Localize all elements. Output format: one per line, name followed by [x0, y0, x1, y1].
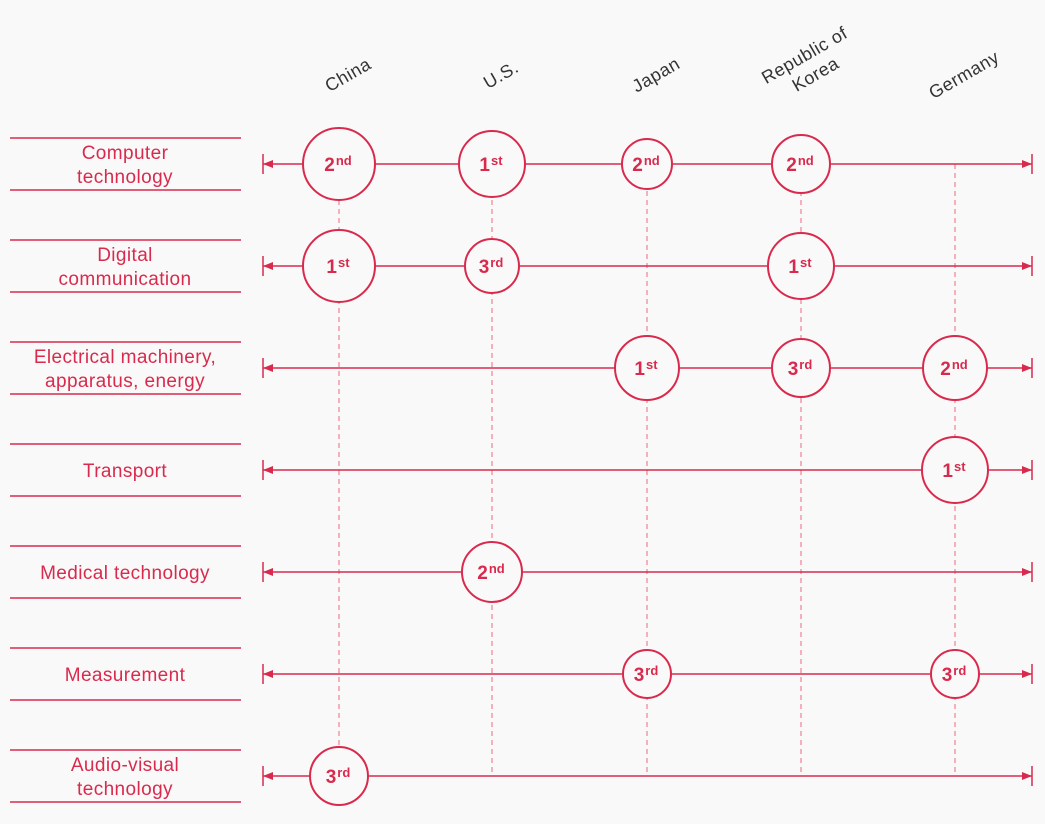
column-header: Germany [925, 47, 1002, 103]
row-label: Audio-visual [71, 755, 179, 776]
rank-suffix: rd [337, 765, 350, 780]
row-label: communication [59, 269, 192, 290]
row-label: Transport [83, 461, 168, 482]
rank-suffix: nd [644, 153, 660, 168]
rank-number: 1 [942, 461, 953, 482]
rank-circle [622, 649, 672, 699]
arrow-head [1022, 772, 1032, 780]
row-label: apparatus, energy [45, 371, 205, 392]
rank-circle [930, 649, 980, 699]
rank-circle [614, 335, 680, 401]
rank-label: 3rd [788, 357, 813, 380]
rank-circle [309, 746, 369, 806]
arrow-head [263, 466, 273, 474]
rank-label: 1st [326, 255, 350, 278]
rank-label: 2nd [940, 357, 968, 380]
rank-number: 2 [477, 563, 488, 584]
rank-circle [767, 232, 835, 300]
rank-circle [621, 138, 673, 190]
column-header: Japan [629, 53, 684, 96]
row-label: Electrical machinery, [34, 347, 216, 368]
row-label: technology [77, 167, 173, 188]
row-label: Medical technology [40, 563, 210, 584]
rank-suffix: st [800, 255, 812, 270]
rank-circle [921, 436, 989, 504]
rank-number: 3 [942, 665, 953, 686]
rank-number: 1 [788, 257, 799, 278]
rank-suffix: st [338, 255, 350, 270]
arrow-head [1022, 262, 1032, 270]
rank-label: 1st [788, 255, 812, 278]
column-header-text: Japan [629, 53, 684, 96]
rank-suffix: st [646, 357, 658, 372]
rank-label: 2nd [632, 153, 660, 176]
row-label: Digital [97, 245, 153, 266]
rank-number: 3 [326, 767, 337, 788]
arrow-head [263, 772, 273, 780]
rank-circle [461, 541, 523, 603]
rank-label: 2nd [477, 561, 505, 584]
rank-suffix: rd [799, 357, 812, 372]
column-header-text: China [322, 54, 375, 96]
rank-circle [458, 130, 526, 198]
arrow-head [1022, 568, 1032, 576]
rank-label: 2nd [324, 153, 352, 176]
rank-suffix: rd [953, 663, 966, 678]
rank-suffix: nd [798, 153, 814, 168]
rank-label: 3rd [479, 255, 504, 278]
column-header: China [322, 54, 375, 96]
column-header: U.S. [480, 57, 522, 93]
rank-number: 1 [634, 359, 645, 380]
rank-number: 2 [632, 155, 643, 176]
arrow-head [263, 670, 273, 678]
rank-circle [771, 134, 831, 194]
rank-suffix: rd [490, 255, 503, 270]
rank-suffix: rd [645, 663, 658, 678]
arrow-head [1022, 364, 1032, 372]
rank-label: 3rd [326, 765, 351, 788]
column-header-text: Germany [925, 47, 1002, 103]
row-label: technology [77, 779, 173, 800]
arrow-head [263, 160, 273, 168]
rank-circle [464, 238, 520, 294]
rank-suffix: st [954, 459, 966, 474]
rank-circle [302, 229, 376, 303]
rank-label: 2nd [786, 153, 814, 176]
rank-suffix: nd [489, 561, 505, 576]
rank-label: 1st [479, 153, 503, 176]
rank-label: 1st [942, 459, 966, 482]
rank-label: 1st [634, 357, 658, 380]
rank-number: 1 [479, 155, 490, 176]
rank-number: 3 [788, 359, 799, 380]
rank-suffix: nd [336, 153, 352, 168]
rank-number: 2 [324, 155, 335, 176]
rank-suffix: nd [952, 357, 968, 372]
column-header-text: U.S. [480, 57, 522, 93]
rank-number: 3 [634, 665, 645, 686]
rank-number: 1 [326, 257, 337, 278]
rank-number: 3 [479, 257, 490, 278]
arrow-head [1022, 466, 1032, 474]
rank-label: 3rd [942, 663, 967, 686]
arrow-head [1022, 670, 1032, 678]
arrow-head [1022, 160, 1032, 168]
arrow-head [263, 262, 273, 270]
arrow-head [263, 568, 273, 576]
rank-circle [302, 127, 376, 201]
rank-number: 2 [786, 155, 797, 176]
row-label: Computer [82, 143, 169, 164]
rank-circle [922, 335, 988, 401]
row-label: Measurement [65, 665, 186, 686]
rank-suffix: st [491, 153, 503, 168]
arrow-head [263, 364, 273, 372]
rank-number: 2 [940, 359, 951, 380]
rank-circle [771, 338, 831, 398]
rank-label: 3rd [634, 663, 659, 686]
